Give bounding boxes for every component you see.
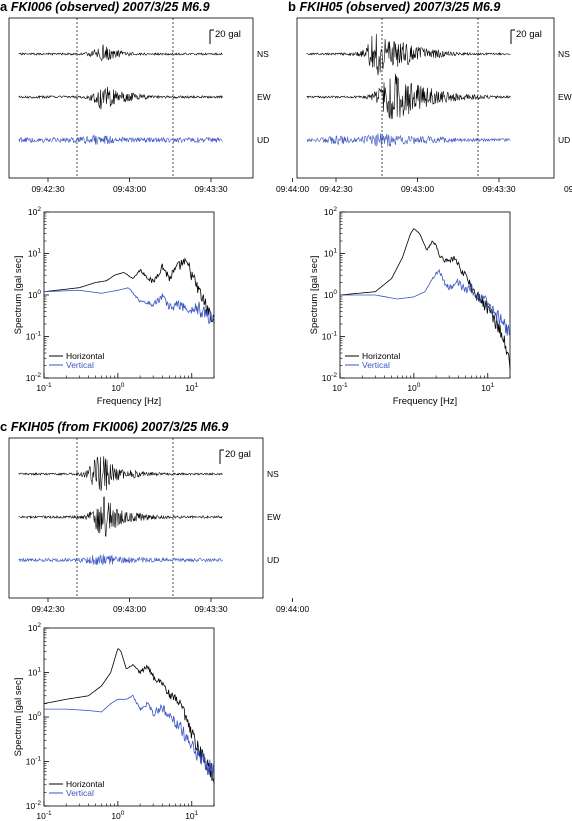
y-tick-label: 102: [28, 622, 41, 633]
y-tick-label: 10-2: [26, 800, 42, 811]
trace-ew: [18, 86, 223, 110]
channel-label-ns: NS: [267, 469, 279, 479]
x-tick-label: 100: [111, 382, 124, 393]
y-axis-label: Spectrum [gal sec]: [13, 256, 24, 335]
scale-label: 20 gal: [516, 29, 542, 40]
time-tick-label: 09:44:00: [276, 604, 309, 614]
series-line-horizontal: [43, 648, 215, 784]
trace-ns: [18, 44, 223, 61]
seismogram-frame: [296, 17, 555, 179]
panel-title-text: FKI006 (observed) 2007/3/25 M6.9: [11, 0, 210, 14]
x-tick-label: 100: [111, 810, 124, 821]
y-tick-label: 101: [324, 248, 337, 259]
trace-ew: [306, 73, 511, 120]
trace-ew: [18, 496, 223, 537]
x-tick-label: 101: [185, 810, 198, 821]
channel-label-ns: NS: [558, 49, 570, 59]
panel-letter: a: [0, 0, 11, 14]
y-tick-label: 101: [28, 248, 41, 259]
y-tick-label: 100: [324, 289, 337, 300]
y-tick-label: 10-2: [322, 372, 338, 383]
series-line-horizontal: [339, 228, 511, 370]
series-line-vertical: [340, 268, 511, 336]
channel-label-ew: EW: [267, 512, 281, 522]
channel-label-ns: NS: [257, 49, 269, 59]
time-tick-label: 09:42:30: [319, 184, 352, 194]
x-axis-label: Frequency [Hz]: [97, 396, 161, 407]
channel-label-ud: UD: [558, 135, 570, 145]
legend-label-horizontal: Horizontal: [66, 779, 104, 789]
channel-label-ew: EW: [558, 92, 572, 102]
time-tick-label: 09:43:00: [113, 184, 146, 194]
seismogram-frame: [8, 17, 254, 179]
scale-label: 20 gal: [215, 29, 241, 40]
panel-title: a FKI006 (observed) 2007/3/25 M6.9: [0, 0, 210, 14]
legend-label-vertical: Vertical: [362, 360, 390, 370]
y-tick-label: 10-1: [322, 331, 338, 342]
y-tick-label: 100: [28, 711, 41, 722]
time-tick-label: 09:42:30: [31, 604, 64, 614]
series-line-vertical: [43, 287, 215, 325]
x-axis-label: Frequency [Hz]: [393, 396, 457, 407]
y-axis-label: Spectrum [gal sec]: [309, 256, 320, 335]
channel-label-ew: EW: [257, 92, 271, 102]
y-tick-label: 10-1: [26, 331, 42, 342]
time-tick-label: 09:44:00: [564, 184, 572, 194]
y-tick-label: 100: [28, 289, 41, 300]
seismogram-panel-b: b FKIH05 (observed) 2007/3/25 M6.9 20 gal…: [288, 0, 572, 194]
legend-label-vertical: Vertical: [66, 788, 94, 798]
panel-title: b FKIH05 (observed) 2007/3/25 M6.9: [288, 0, 500, 14]
y-axis-label: Spectrum [gal sec]: [13, 678, 24, 757]
time-tick-label: 09:42:30: [31, 184, 64, 194]
trace-ud: [18, 134, 223, 145]
time-tick-label: 09:44:00: [276, 184, 309, 194]
y-tick-label: 10-1: [26, 756, 42, 767]
x-tick-label: 10-1: [36, 810, 52, 821]
x-tick-label: 10-1: [332, 382, 348, 393]
legend-label-vertical: Vertical: [66, 360, 94, 370]
panel-letter: b: [288, 0, 300, 14]
seismogram-panel-c: c FKIH05 (from FKI006) 2007/3/25 M6.9 20 …: [0, 419, 309, 614]
time-tick-label: 09:43:30: [482, 184, 515, 194]
time-tick-label: 09:43:00: [401, 184, 434, 194]
trace-ns: [18, 456, 223, 491]
y-tick-label: 101: [28, 667, 41, 678]
trace-ud: [18, 554, 223, 566]
seismogram-frame: [8, 437, 264, 599]
time-tick-label: 09:43:30: [194, 184, 227, 194]
x-tick-label: 100: [407, 382, 420, 393]
trace-ud: [306, 133, 511, 147]
y-tick-label: 102: [28, 206, 41, 217]
scale-label: 20 gal: [225, 449, 251, 460]
y-tick-label: 10-2: [26, 372, 42, 383]
x-tick-label: 101: [481, 382, 494, 393]
panel-title: c FKIH05 (from FKI006) 2007/3/25 M6.9: [0, 419, 228, 434]
time-tick-label: 09:43:00: [113, 604, 146, 614]
series-line-vertical: [44, 694, 215, 780]
seismogram-panel-a: a FKI006 (observed) 2007/3/25 M6.9 20 gal…: [0, 0, 309, 194]
series-line-horizontal: [43, 257, 215, 324]
legend-label-horizontal: Horizontal: [66, 351, 104, 361]
panel-letter: c: [0, 419, 11, 434]
panel-title-text: FKIH05 (observed) 2007/3/25 M6.9: [300, 0, 501, 14]
x-tick-label: 101: [185, 382, 198, 393]
channel-label-ud: UD: [267, 555, 279, 565]
trace-ns: [306, 33, 511, 76]
panel-title-text: FKIH05 (from FKI006) 2007/3/25 M6.9: [11, 420, 228, 434]
legend-label-horizontal: Horizontal: [362, 351, 400, 361]
y-tick-label: 102: [324, 206, 337, 217]
time-tick-label: 09:43:30: [194, 604, 227, 614]
x-tick-label: 10-1: [36, 382, 52, 393]
channel-label-ud: UD: [257, 135, 269, 145]
